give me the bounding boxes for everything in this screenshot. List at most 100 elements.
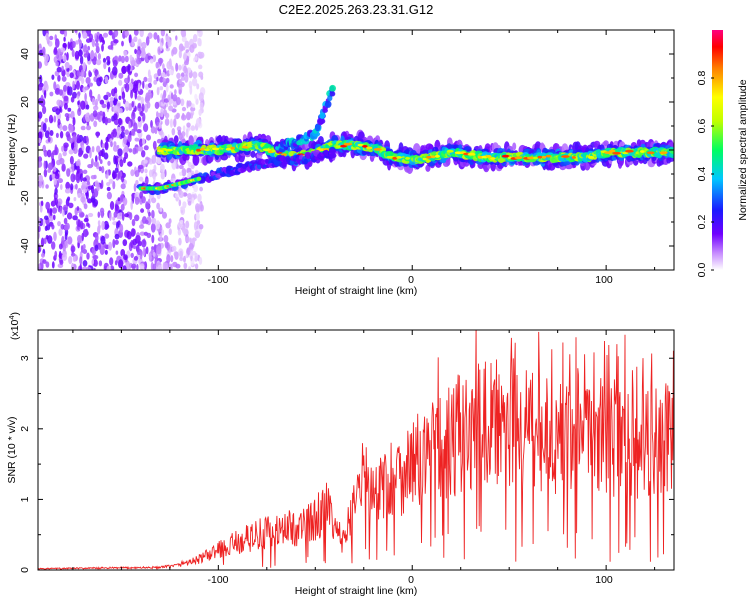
noise-speckle [78,107,81,112]
ridge-halo [445,157,451,166]
noise-speckle [176,112,181,119]
noise-speckle [82,260,88,267]
noise-speckle [131,192,135,201]
noise-speckle [200,204,204,212]
branch-ridge [324,100,332,108]
noise-speckle [86,125,91,131]
noise-speckle [38,180,42,189]
noise-speckle [103,94,109,100]
lower-ridge [329,152,337,159]
noise-speckle [91,146,95,153]
noise-speckle [53,178,57,186]
noise-speckle [185,236,190,243]
noise-speckle [77,91,81,96]
noise-speckle [128,148,133,153]
noise-speckle [118,72,124,79]
noise-speckle [46,149,52,158]
noise-speckle [190,106,196,112]
noise-speckle [159,207,163,212]
noise-speckle [59,47,66,53]
noise-speckle [79,55,84,65]
noise-speckle [180,46,186,51]
noise-speckle [157,34,160,44]
noise-speckle [81,144,85,151]
noise-speckle [67,107,72,112]
noise-speckle [124,77,129,84]
noise-speckle [153,32,158,40]
heat-y-tick-label: 0 [19,147,31,153]
noise-speckle [106,169,109,179]
noise-speckle [68,64,73,71]
noise-speckle [184,73,189,83]
noise-speckle [173,118,177,128]
snr-frame [37,329,675,571]
svg-text:(x104): (x104) [7,312,21,340]
noise-speckle [100,211,104,219]
noise-speckle [86,180,90,186]
ridge-halo [188,135,194,147]
noise-speckle [109,96,115,102]
noise-speckle [69,155,74,165]
noise-speckle [94,33,97,40]
noise-speckle [190,125,196,131]
noise-speckle [162,261,167,270]
noise-speckle [96,182,100,192]
noise-speckle [56,66,62,73]
noise-speckle [97,53,101,60]
snr-scale-label: (x104) [7,312,21,340]
noise-speckle [187,200,192,206]
ridge-peak [545,154,552,158]
noise-speckle [54,172,60,180]
noise-speckle [97,220,101,226]
heat-y-tick-label: -20 [19,190,31,205]
noise-speckle [144,178,149,183]
noise-speckle [78,49,83,57]
colorbar-tick-label: 0.2 [696,215,708,230]
noise-speckle [141,239,147,248]
noise-speckle [176,97,181,106]
noise-speckle [168,228,172,236]
noise-speckle [129,212,133,221]
noise-speckle [147,77,152,83]
noise-speckle [143,145,149,151]
noise-speckle [63,30,68,38]
noise-speckle [90,184,95,194]
noise-speckle [128,120,131,129]
noise-speckle [198,109,202,116]
noise-speckle [134,170,140,178]
noise-speckle [98,260,103,267]
noise-speckle [199,186,204,192]
noise-speckle [125,82,130,93]
noise-speckle [41,252,45,258]
noise-speckle [43,82,49,92]
noise-speckle [71,40,76,49]
noise-speckle [120,131,125,139]
noise-speckle [119,159,124,168]
noise-speckle [145,201,149,209]
noise-speckle [123,50,128,57]
ridge-peak [392,156,398,160]
noise-speckle [148,211,151,217]
colorbar-tick-label: 0.4 [696,167,708,182]
noise-speckle [85,228,88,236]
noise-speckle [70,110,75,120]
noise-speckle [197,193,202,203]
noise-speckle [156,77,159,82]
ridge-peak [396,156,402,159]
noise-speckle [52,166,57,172]
noise-speckle [157,68,162,77]
noise-speckle [133,245,136,250]
noise-speckle [57,118,61,126]
branch-ridge [314,123,321,132]
noise-speckle [42,105,47,115]
noise-speckle [194,263,199,270]
noise-speckle [141,196,146,204]
snr-y-axis-title: SNR (10 * v/v) [6,416,18,483]
spectrogram-image [38,30,674,270]
noise-speckle [62,209,65,217]
noise-speckle [106,182,111,186]
noise-speckle [127,64,131,71]
noise-speckle [155,220,161,230]
noise-speckle [83,217,89,223]
noise-speckle [44,130,50,139]
